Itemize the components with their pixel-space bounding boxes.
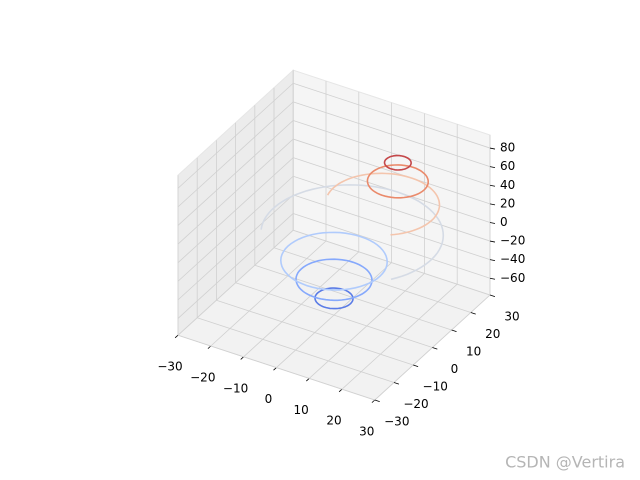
z-tick-label: −40 <box>500 252 525 266</box>
contour-line <box>279 231 389 291</box>
tick-mark <box>451 329 457 332</box>
tick-mark <box>489 203 496 206</box>
contour-line <box>314 287 354 310</box>
tick-mark <box>273 367 277 371</box>
z-tick-label: 0 <box>500 215 508 229</box>
z-tick-label: 20 <box>500 196 515 210</box>
grid-line <box>177 120 294 226</box>
y-tick-label: −20 <box>403 397 428 411</box>
grid-line <box>293 229 491 296</box>
y-tick-label: −10 <box>423 380 448 394</box>
grid-line <box>177 82 294 189</box>
contour-line <box>366 164 430 199</box>
x-tick-label: −10 <box>223 381 248 395</box>
x-tick-label: 0 <box>265 392 273 406</box>
grid-line <box>177 194 294 301</box>
tick-mark <box>489 277 496 280</box>
tick-mark <box>393 382 400 385</box>
tick-mark <box>306 378 310 382</box>
tick-mark <box>489 147 496 150</box>
y-tick-label: 10 <box>466 345 481 359</box>
tick-mark <box>207 345 212 349</box>
watermark: CSDN @Vertira <box>505 453 625 472</box>
z-tick-label: 80 <box>500 141 515 155</box>
tick-mark <box>374 399 380 402</box>
tick-mark <box>240 356 244 360</box>
tick-mark <box>489 166 496 169</box>
tick-mark <box>470 312 476 315</box>
z-tick-label: −20 <box>500 234 525 248</box>
tick-mark <box>338 388 343 393</box>
y-tick-label: 0 <box>451 362 459 376</box>
y-tick-label: −30 <box>384 415 409 429</box>
x-tick-label: 10 <box>294 403 309 417</box>
grid-line <box>177 101 294 208</box>
contour-line <box>260 184 445 281</box>
grid-line <box>197 317 395 383</box>
contour-line <box>326 172 441 236</box>
grid-line <box>293 120 491 186</box>
x-tick-label: −30 <box>157 360 182 374</box>
grid-line <box>177 213 294 319</box>
grid-line <box>177 334 375 401</box>
tick-mark <box>489 259 496 262</box>
x-tick-label: 20 <box>326 414 341 428</box>
y-tick-label: 20 <box>485 327 500 341</box>
contour-line <box>295 258 373 302</box>
tick-mark <box>489 240 496 243</box>
grid-line <box>293 194 491 261</box>
grid-line <box>177 175 294 282</box>
x-tick-label: 30 <box>359 425 374 439</box>
z-tick-label: 60 <box>500 159 515 173</box>
contour-line <box>383 154 412 171</box>
z-tick-label: −60 <box>500 271 525 285</box>
grid-line <box>293 101 491 168</box>
grid-line <box>235 282 433 348</box>
z-tick-label: 40 <box>500 178 515 192</box>
grid-line <box>177 138 294 245</box>
tick-mark <box>489 184 496 187</box>
x-tick-label: −20 <box>190 371 215 385</box>
tick-mark <box>174 334 179 339</box>
tick-mark <box>371 399 376 403</box>
grid-line <box>293 82 491 149</box>
tick-mark <box>432 347 438 350</box>
grid-line <box>293 138 491 205</box>
tick-mark <box>489 222 496 224</box>
tick-mark <box>489 294 496 297</box>
grid-line <box>216 299 414 366</box>
tick-mark <box>413 364 419 367</box>
grid-line <box>177 157 294 263</box>
y-tick-label: 30 <box>504 310 519 324</box>
grid-line <box>293 213 491 279</box>
